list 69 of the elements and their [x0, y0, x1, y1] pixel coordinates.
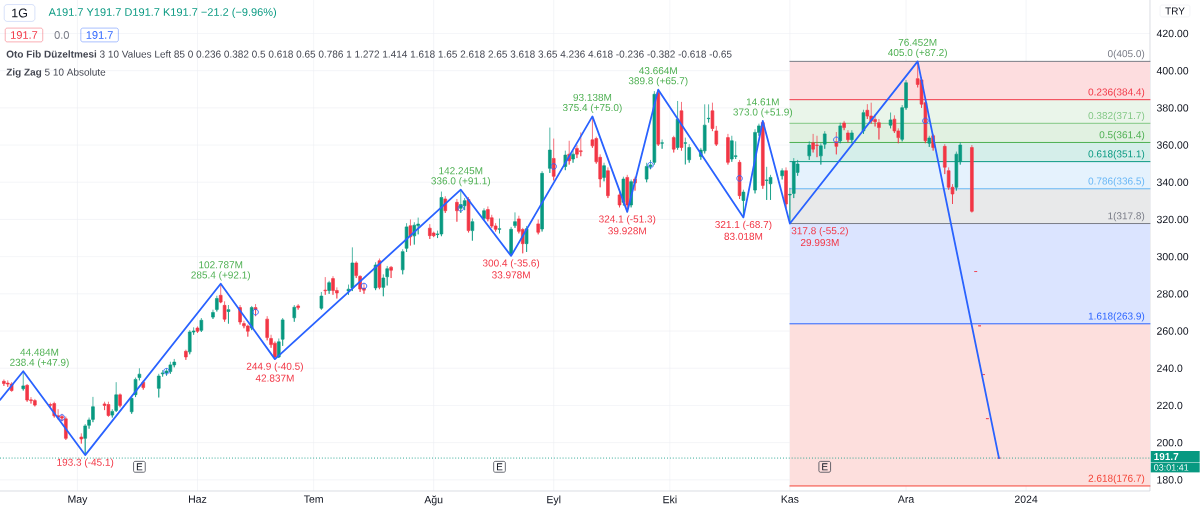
y-tick-label: 280.00	[1157, 290, 1189, 298]
x-tick-label: Tem	[303, 495, 323, 503]
data-label: 317.8 (-55.2)	[791, 226, 848, 237]
annotation: E	[822, 463, 828, 471]
x-tick-label: Eki	[663, 495, 677, 504]
y-tick-label: 180.0	[1157, 476, 1183, 484]
series-label: 0(405.0)	[1107, 49, 1145, 60]
x-tick-label: 2024	[1014, 495, 1038, 503]
annotation: Zig Zag 5 10 Absolute	[6, 68, 106, 78]
data-label: 244.9 (-40.5)	[246, 362, 303, 372]
ref-line-label: 191.7	[1154, 453, 1179, 461]
annotation: 142.245M	[439, 167, 483, 175]
x-tick-label: Haz	[189, 495, 207, 503]
data-label: 324.1 (-51.3)	[599, 215, 656, 225]
text: 1G	[12, 8, 27, 18]
series-label: 1(317.8)	[1108, 212, 1145, 222]
annotation: E	[136, 463, 143, 471]
annotation: A191.7 Y191.7 D191.7 K191.7 −21.2 (−9.96%)	[48, 7, 277, 19]
series-label: 1.618(263.9)	[1088, 312, 1145, 322]
data-label: 375.4 (+75.0)	[562, 103, 622, 114]
x-tick-label: May	[68, 495, 88, 505]
y-tick-label: 380.00	[1156, 104, 1189, 112]
data-label: 336.0 (+91.1)	[431, 177, 491, 187]
y-tick-label: 200.0	[1157, 438, 1183, 447]
series-label: 0.382(371.7)	[1088, 111, 1145, 122]
y-tick-label: 360.00	[1156, 141, 1189, 149]
x-tick-label: Ara	[897, 495, 915, 503]
y-tick-label: 340.00	[1156, 178, 1189, 186]
data-label: 193.3 (-45.1)	[57, 458, 114, 468]
annotation: 93.138M	[573, 93, 612, 101]
data-label: 285.4 (+92.1)	[191, 271, 250, 281]
annotation: Oto Fib Düzeltmesi 3 10 Values Left 85 0 0.236 0.382 0.5 0.618 0.65 0.786 1 1.272 1.414 1.618 1.65 2.618 2.65 3.618 3.65 4.236 4.618 -0.236 -0.382 -0.618 -0.65	[6, 50, 732, 58]
annotation: 29.993M	[800, 239, 839, 247]
annotation: 191.7	[11, 31, 38, 39]
data-label: 373.0 (+51.9)	[733, 108, 793, 118]
y-tick-label: 420.00	[1156, 29, 1189, 38]
data-label: 405.0 (+87.2)	[888, 48, 947, 59]
y-tick-label: 400.00	[1156, 66, 1189, 75]
annotation: 43.664M	[639, 67, 677, 75]
y-tick-label: 300.00	[1156, 252, 1189, 261]
annotation: 42.837M	[255, 374, 294, 382]
annotation: 14.61M	[746, 98, 779, 106]
annotation: 83.018M	[724, 232, 763, 240]
y-axis-title: TRY	[1165, 7, 1185, 15]
annotation: 0.0	[54, 31, 69, 39]
data-label: 389.8 (+65.7)	[628, 76, 688, 87]
y-tick-label: 220.0	[1157, 401, 1183, 410]
series-label: 2.618(176.7)	[1088, 474, 1145, 484]
series-label: 0.786(336.5)	[1088, 177, 1145, 187]
x-tick-label: Kas	[781, 495, 799, 503]
data-label: 321.1 (-68.7)	[715, 220, 772, 231]
annotation: E	[496, 463, 503, 471]
series-label: 0.5(361.4)	[1099, 130, 1145, 141]
y-tick-label: 260.00	[1157, 327, 1189, 335]
x-tick-label: Ağu	[424, 495, 443, 506]
annotation: 44.484M	[20, 348, 59, 356]
x-tick-label: Eyl	[547, 495, 561, 506]
annotation: 76.452M	[898, 38, 937, 46]
y-tick-label: 320.00	[1156, 215, 1189, 224]
annotation: 102.787M	[199, 261, 243, 269]
series-label: 0.618(351.1)	[1088, 150, 1145, 160]
annotation: 39.928M	[608, 227, 646, 235]
y-tick-label: 240.0	[1157, 364, 1183, 372]
text: 03:01:41	[1154, 464, 1189, 471]
series-label: 0.236(384.4)	[1088, 88, 1145, 98]
annotation: 191.7	[86, 31, 113, 39]
annotation: 33.978M	[492, 271, 530, 279]
data-label: 300.4 (-35.6)	[482, 259, 540, 269]
data-label: 238.4 (+47.9)	[10, 358, 69, 368]
